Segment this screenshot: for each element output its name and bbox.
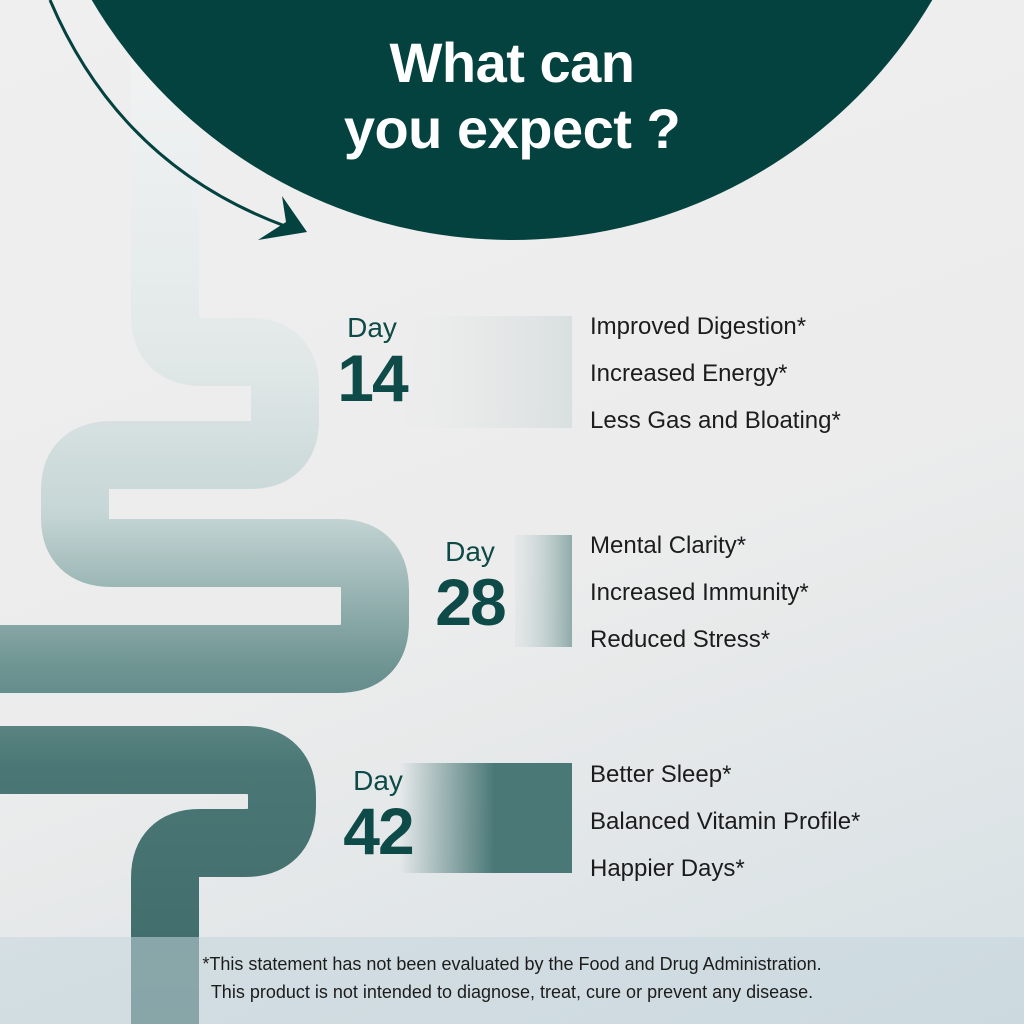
benefit-item: Improved Digestion* (590, 313, 807, 340)
benefit-item: Increased Energy* (590, 360, 788, 387)
disclaimer-line-2: This product is not intended to diagnose… (210, 982, 814, 1002)
benefit-item: Mental Clarity* (590, 532, 747, 559)
arrow-head (258, 196, 307, 240)
day-28-bar (515, 535, 572, 647)
day-label: Day (353, 765, 403, 796)
day-number: 28 (435, 565, 506, 639)
page-title: What can you expect ? (262, 30, 762, 162)
day-28-benefits: Mental Clarity* Increased Immunity* Redu… (590, 532, 809, 673)
arrow-icon (48, 0, 286, 228)
benefit-item: Happier Days* (590, 855, 745, 882)
title-line-1: What can (389, 31, 635, 94)
title-line-2: you expect ? (343, 97, 681, 160)
benefit-item: Balanced Vitamin Profile* (590, 808, 861, 835)
day-42-bar (400, 763, 572, 873)
benefit-item: Increased Immunity* (590, 579, 809, 606)
day-label: Day (347, 312, 397, 343)
disclaimer-line-1: *This statement has not been evaluated b… (202, 954, 822, 974)
title-circle (91, 0, 933, 240)
day-14-bar (400, 316, 572, 428)
day-14-marker: Day 14 (330, 312, 414, 415)
benefit-item: Reduced Stress* (590, 626, 771, 653)
day-number: 42 (343, 794, 414, 868)
disclaimer-footer: *This statement has not been evaluated b… (0, 937, 1024, 1024)
benefit-item: Less Gas and Bloating* (590, 407, 841, 434)
day-label: Day (445, 536, 495, 567)
benefit-item: Better Sleep* (590, 761, 732, 788)
day-14-benefits: Improved Digestion* Increased Energy* Le… (590, 313, 841, 454)
intestine-graphic-upper (0, 40, 409, 693)
day-42-marker: Day 42 (332, 765, 424, 868)
day-28-marker: Day 28 (424, 536, 516, 639)
intestine-graphic-lower (0, 726, 316, 1024)
day-number: 14 (337, 341, 408, 415)
day-42-benefits: Better Sleep* Balanced Vitamin Profile* … (590, 761, 860, 902)
